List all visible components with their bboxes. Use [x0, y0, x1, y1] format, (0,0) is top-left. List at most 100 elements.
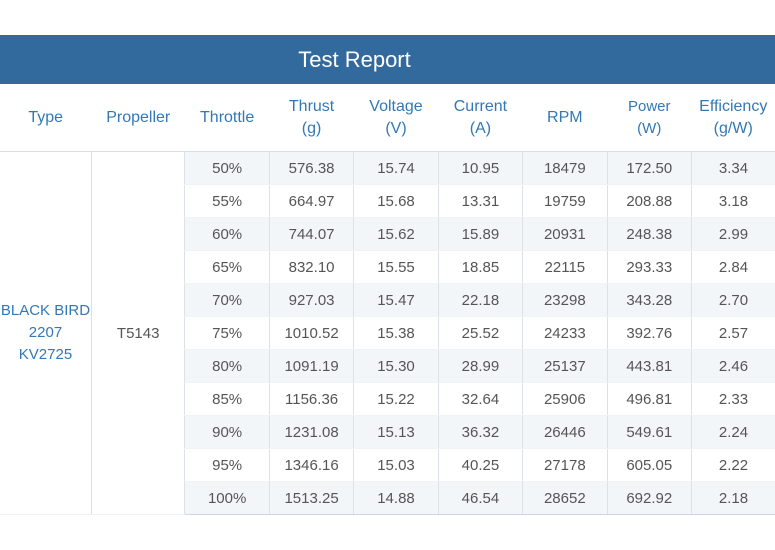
rpm-cell: 20931: [522, 217, 608, 251]
rpm-cell: 25906: [522, 382, 608, 416]
voltage-cell: 15.68: [353, 184, 439, 218]
efficiency-cell: 2.70: [690, 283, 775, 317]
rpm-cell: 18479: [522, 151, 608, 185]
power-cell: 248.38: [606, 217, 692, 251]
throttle-cell: 55%: [184, 184, 270, 218]
table-row: 80% 1091.19 15.30 28.99 25137 443.81 2.46: [0, 349, 775, 383]
power-cell: 343.28: [606, 283, 692, 317]
efficiency-cell: 3.34: [690, 151, 775, 185]
efficiency-cell: 2.24: [690, 415, 775, 449]
table-row: 55% 664.97 15.68 13.31 19759 208.88 3.18: [0, 184, 775, 218]
motor-type-line: BLACK BIRD: [0, 302, 91, 319]
report-title-bar: Test Report: [0, 35, 775, 84]
header-type: Type: [0, 84, 92, 152]
power-cell: 496.81: [606, 382, 692, 416]
power-cell: 172.50: [606, 151, 692, 185]
current-cell: 40.25: [437, 448, 523, 482]
throttle-cell: 75%: [184, 316, 270, 350]
rpm-cell: 25137: [522, 349, 608, 383]
rpm-cell: 28652: [522, 481, 608, 515]
efficiency-cell: 2.99: [690, 217, 775, 251]
current-cell: 25.52: [437, 316, 523, 350]
efficiency-cell: 2.84: [690, 250, 775, 284]
table-row: 75% 1010.52 15.38 25.52 24233 392.76 2.57: [0, 316, 775, 350]
efficiency-cell: 2.18: [690, 481, 775, 515]
propeller-cell: T5143: [90, 151, 185, 515]
rpm-cell: 27178: [522, 448, 608, 482]
thrust-cell: 1091.19: [268, 349, 354, 383]
voltage-cell: 14.88: [353, 481, 439, 515]
power-cell: 392.76: [606, 316, 692, 350]
power-cell: 443.81: [606, 349, 692, 383]
header-propeller: Propeller: [91, 84, 185, 152]
table-row: 100% 1513.25 14.88 46.54 28652 692.92 2.18: [0, 481, 775, 515]
throttle-cell: 70%: [184, 283, 270, 317]
header-efficiency: Efficiency (g/W): [691, 84, 775, 152]
efficiency-cell: 2.33: [690, 382, 775, 416]
throttle-cell: 65%: [184, 250, 270, 284]
power-cell: 293.33: [606, 250, 692, 284]
motor-type-line: 2207: [28, 324, 63, 341]
voltage-cell: 15.55: [353, 250, 439, 284]
motor-type-line: KV2725: [18, 346, 73, 363]
thrust-cell: 576.38: [268, 151, 354, 185]
table-row: 90% 1231.08 15.13 36.32 26446 549.61 2.24: [0, 415, 775, 449]
header-throttle: Throttle: [184, 84, 270, 152]
efficiency-cell: 2.57: [690, 316, 775, 350]
table-row: BLACK BIRD 2207 KV2725 T5143 50% 576.38 15.74 1…: [0, 151, 775, 515]
voltage-cell: 15.22: [353, 382, 439, 416]
motor-type-cell: BLACK BIRD 2207 KV2725: [0, 151, 92, 515]
current-cell: 18.85: [437, 250, 523, 284]
thrust-cell: 1231.08: [268, 415, 354, 449]
efficiency-cell: 2.46: [690, 349, 775, 383]
efficiency-cell: 3.18: [690, 184, 775, 218]
rpm-cell: 22115: [522, 250, 608, 284]
efficiency-cell: 2.22: [690, 448, 775, 482]
rpm-cell: 19759: [522, 184, 608, 218]
current-cell: 10.95: [437, 151, 523, 185]
header-row: Type Propeller Throttle Thrust (g) Volta…: [0, 84, 775, 152]
current-cell: 28.99: [437, 349, 523, 383]
thrust-cell: 1513.25: [268, 481, 354, 515]
thrust-cell: 832.10: [268, 250, 354, 284]
table-body: BLACK BIRD 2207 KV2725 T5143 50% 576.38 15.74 1…: [0, 151, 775, 515]
voltage-cell: 15.03: [353, 448, 439, 482]
test-report-table: Type Propeller Throttle Thrust (g) Volta…: [0, 84, 775, 515]
table-row: 70% 927.03 15.47 22.18 23298 343.28 2.70: [0, 283, 775, 317]
rpm-cell: 24233: [522, 316, 608, 350]
throttle-cell: 60%: [184, 217, 270, 251]
header-power: Power (W): [607, 84, 692, 152]
throttle-cell: 85%: [184, 382, 270, 416]
power-cell: 208.88: [606, 184, 692, 218]
power-cell: 605.05: [606, 448, 692, 482]
throttle-cell: 95%: [184, 448, 270, 482]
table-row: 65% 832.10 15.55 18.85 22115 293.33 2.84: [0, 250, 775, 284]
throttle-cell: 100%: [184, 481, 270, 515]
throttle-cell: 80%: [184, 349, 270, 383]
thrust-cell: 1346.16: [268, 448, 354, 482]
thrust-cell: 927.03: [268, 283, 354, 317]
voltage-cell: 15.38: [353, 316, 439, 350]
voltage-cell: 15.13: [353, 415, 439, 449]
throttle-cell: 50%: [184, 151, 270, 185]
voltage-cell: 15.74: [353, 151, 439, 185]
header-current: Current (A): [438, 84, 523, 152]
header-voltage: Voltage (V): [353, 84, 439, 152]
thrust-cell: 1156.36: [268, 382, 354, 416]
table-row: 85% 1156.36 15.22 32.64 25906 496.81 2.33: [0, 382, 775, 416]
thrust-cell: 664.97: [268, 184, 354, 218]
power-cell: 549.61: [606, 415, 692, 449]
header-rpm: RPM: [522, 84, 608, 152]
report-title: Test Report: [298, 46, 411, 72]
table-row: 60% 744.07 15.62 15.89 20931 248.38 2.99: [0, 217, 775, 251]
rpm-cell: 26446: [522, 415, 608, 449]
header-thrust: Thrust (g): [269, 84, 354, 152]
current-cell: 15.89: [437, 217, 523, 251]
rpm-cell: 23298: [522, 283, 608, 317]
power-cell: 692.92: [606, 481, 692, 515]
thrust-cell: 1010.52: [268, 316, 354, 350]
current-cell: 32.64: [437, 382, 523, 416]
throttle-cell: 90%: [184, 415, 270, 449]
current-cell: 13.31: [437, 184, 523, 218]
table-row: 95% 1346.16 15.03 40.25 27178 605.05 2.22: [0, 448, 775, 482]
